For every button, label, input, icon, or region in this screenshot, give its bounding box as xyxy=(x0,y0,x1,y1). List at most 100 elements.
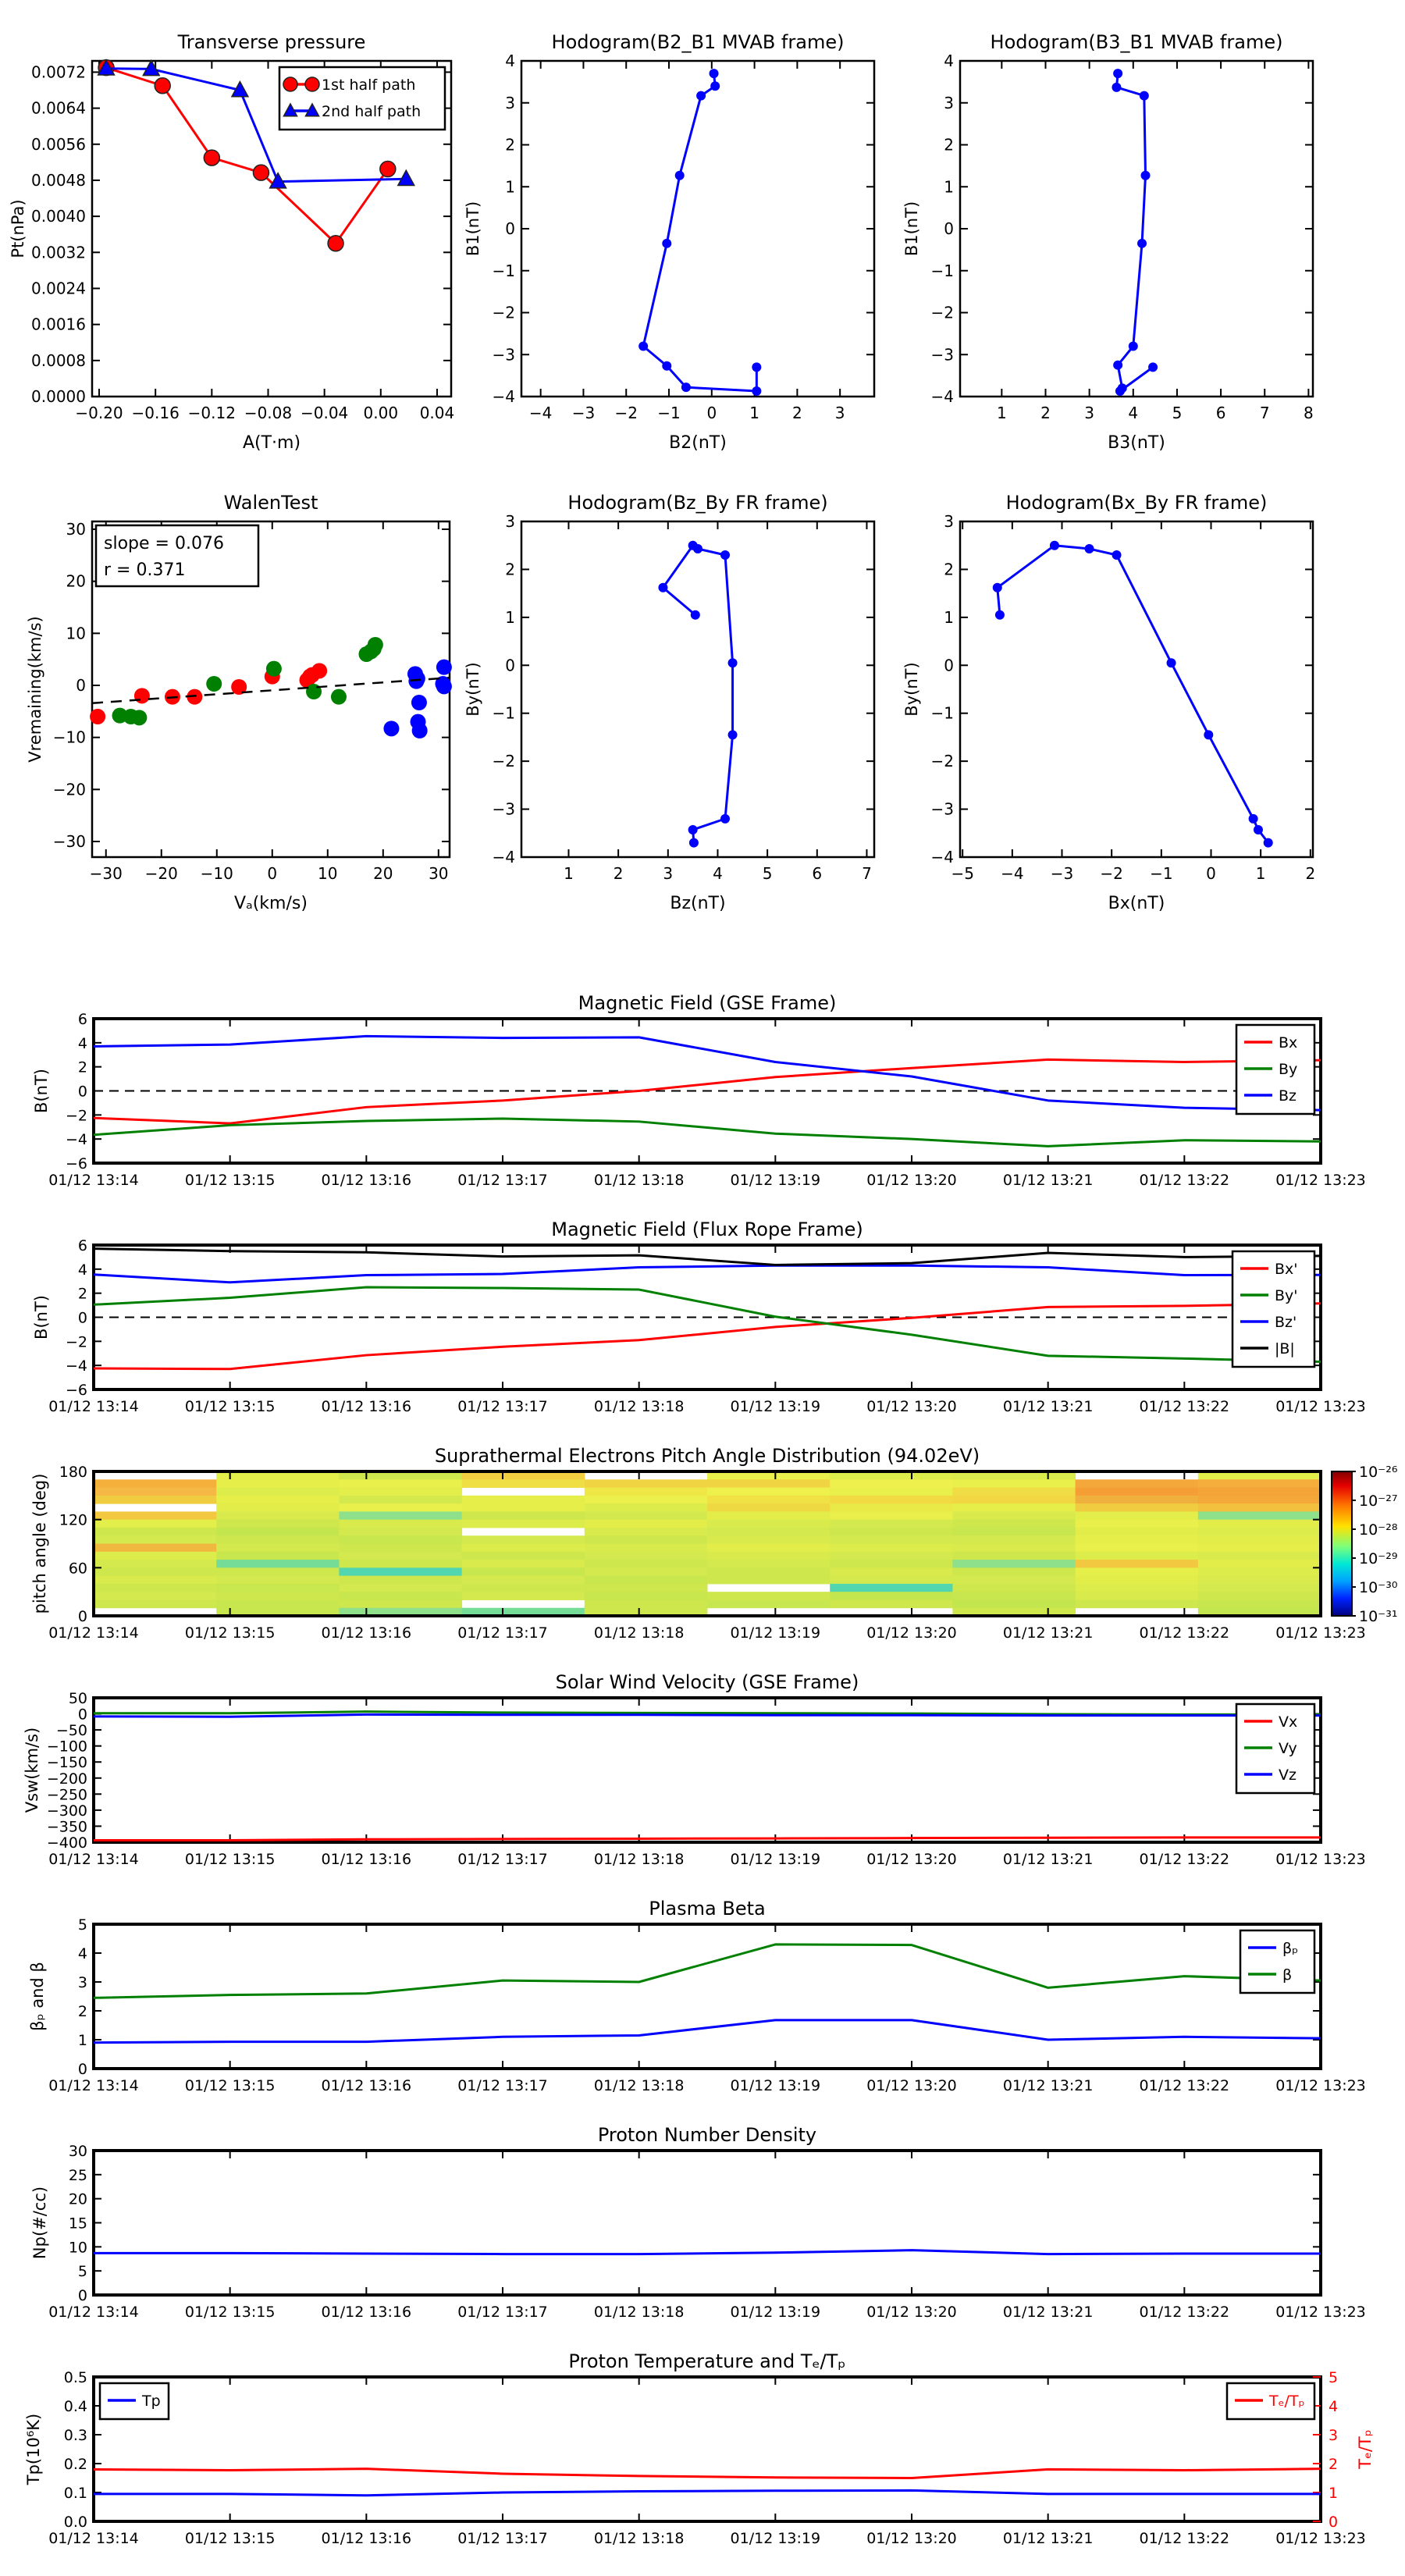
y-tick-label: 0.5 xyxy=(64,2369,87,2386)
heatmap-cell xyxy=(1075,1479,1199,1489)
legend-box xyxy=(1239,1929,1316,1994)
x-tick-label: 01/12 13:20 xyxy=(866,2077,957,2094)
y-tick-label: 1 xyxy=(505,177,515,196)
data-point-marker xyxy=(203,149,221,166)
heatmap-cell xyxy=(216,1560,340,1568)
heatmap-cell xyxy=(339,1560,463,1568)
x-tick-label: 01/12 13:16 xyxy=(322,1851,412,1868)
x-tick-label: 3 xyxy=(663,864,673,883)
data-point-marker xyxy=(1128,341,1138,351)
series-line-Bz xyxy=(93,1034,1321,1112)
heatmap-cell xyxy=(584,1519,708,1528)
y-tick-label: −3 xyxy=(931,345,954,364)
data-point-marker xyxy=(265,660,282,677)
data-point-marker xyxy=(727,730,738,740)
y-tick-label: −4 xyxy=(931,387,954,406)
x-tick-label: 01/12 13:17 xyxy=(457,1172,548,1189)
x-tick-label: 6 xyxy=(812,864,822,883)
heatmap-cell xyxy=(94,1535,217,1544)
heatmap-cell xyxy=(830,1519,953,1528)
heatmap-cell xyxy=(339,1527,463,1536)
x-tick-label: 2 xyxy=(792,404,802,422)
x-tick-label: 01/12 13:23 xyxy=(1275,1172,1366,1189)
heatmap-cell xyxy=(584,1511,708,1521)
panel-title: Hodogram(Bz_By FR frame) xyxy=(567,492,827,514)
panel-hodogram-bx-by: Hodogram(Bx_By FR frame)−5 −4 −3 −2 −1 0 1 2Bx(… xyxy=(902,492,1315,913)
heatmap-cell xyxy=(461,1519,585,1528)
y-axis-label: Vremaining(km/s) xyxy=(26,616,44,762)
heatmap-cell xyxy=(1075,1495,1199,1504)
annotation-line: r = 0.371 xyxy=(104,560,185,580)
heatmap-cell xyxy=(94,1583,217,1592)
x-tick-label: 01/12 13:16 xyxy=(322,1624,412,1642)
heatmap-cell xyxy=(216,1479,340,1489)
heatmap-cell xyxy=(952,1511,1076,1521)
x-tick-label: 0.00 xyxy=(364,404,399,422)
colorbar-tick-label: 10⁻²⁸ xyxy=(1359,1521,1397,1539)
colorbar-tick-label: 10⁻²⁹ xyxy=(1359,1550,1397,1567)
heatmap-cell xyxy=(952,1543,1076,1553)
legend-label: Vz xyxy=(1279,1767,1297,1784)
heatmap-cell xyxy=(339,1567,463,1577)
heatmap-cell xyxy=(707,1487,831,1496)
y-tick-label: −100 xyxy=(47,1738,87,1756)
plot-frame xyxy=(92,1470,1322,1617)
heatmap-cell xyxy=(707,1535,831,1544)
data-point-marker xyxy=(97,59,116,76)
data-point-marker xyxy=(752,386,762,397)
y-tick-label: 5 xyxy=(78,1916,87,1934)
data-point-marker xyxy=(1084,544,1094,554)
y-tick-label: 0.0048 xyxy=(31,171,86,190)
x-tick-label: 0 xyxy=(706,404,717,422)
heatmap-cell xyxy=(707,1527,831,1536)
x-tick-label: 01/12 13:15 xyxy=(185,1172,276,1189)
x-tick-label: 01/12 13:15 xyxy=(185,1624,276,1642)
y-tick-label: −250 xyxy=(47,1786,87,1803)
heatmap-cell xyxy=(1197,1583,1321,1592)
heatmap-cell xyxy=(952,1471,1076,1480)
legend-label: β xyxy=(1282,1966,1292,1984)
x-tick-label: 01/12 13:20 xyxy=(866,2304,957,2321)
heatmap-cell xyxy=(707,1567,831,1577)
heatmap-cell xyxy=(707,1495,831,1504)
x-tick-label: 01/12 13:19 xyxy=(731,1398,821,1415)
y-tick-label: 3 xyxy=(944,94,954,112)
x-tick-label: 6 xyxy=(1216,404,1226,422)
y-tick-label: 1 xyxy=(78,2032,87,2049)
heatmap-cell xyxy=(952,1607,1076,1617)
panel-title: Magnetic Field (Flux Rope Frame) xyxy=(551,1219,863,1240)
heatmap-cell xyxy=(707,1592,831,1600)
x-tick-label: 01/12 13:23 xyxy=(1275,1398,1366,1415)
heatmap-cell xyxy=(1075,1519,1199,1528)
x-tick-label: −1 xyxy=(1150,864,1172,883)
x-tick-label: 01/12 13:22 xyxy=(1140,2530,1230,2547)
x-tick-label: −5 xyxy=(951,864,973,883)
y-axis-label: Np(#/cc) xyxy=(30,2186,49,2259)
heatmap-cell xyxy=(216,1599,340,1609)
x-tick-label: −2 xyxy=(614,404,637,422)
heatmap-cell xyxy=(584,1487,708,1496)
y-axis-label: B(nT) xyxy=(32,1069,51,1113)
heatmap-cell xyxy=(461,1575,585,1585)
x-tick-label: 8 xyxy=(1304,404,1314,422)
data-point-marker xyxy=(1113,360,1123,370)
data-point-marker xyxy=(658,582,668,592)
heatmap-cell xyxy=(830,1599,953,1609)
x-tick-label: 01/12 13:23 xyxy=(1275,1851,1366,1868)
y-tick-label: 0.0072 xyxy=(31,62,86,81)
series-line-|B| xyxy=(93,1247,1321,1266)
legend-label: Vx xyxy=(1279,1713,1297,1731)
y-tick-label: −6 xyxy=(66,1155,87,1172)
data-point-marker xyxy=(230,80,250,98)
y-tick-label: 5 xyxy=(78,2263,87,2280)
y-tick-label: −1 xyxy=(931,704,954,723)
heatmap-cell xyxy=(1075,1511,1199,1521)
colorbar-tick-label: 10⁻³¹ xyxy=(1359,1608,1397,1625)
heatmap-cell xyxy=(216,1519,340,1528)
y-axis-label: pitch angle (deg) xyxy=(30,1474,49,1614)
x-tick-label: 1 xyxy=(749,404,759,422)
heatmap-cell xyxy=(707,1471,831,1480)
colorbar xyxy=(1331,1471,1353,1617)
y-tick-label: 0.0064 xyxy=(31,99,86,118)
y-tick-label: 0.0024 xyxy=(31,279,86,297)
